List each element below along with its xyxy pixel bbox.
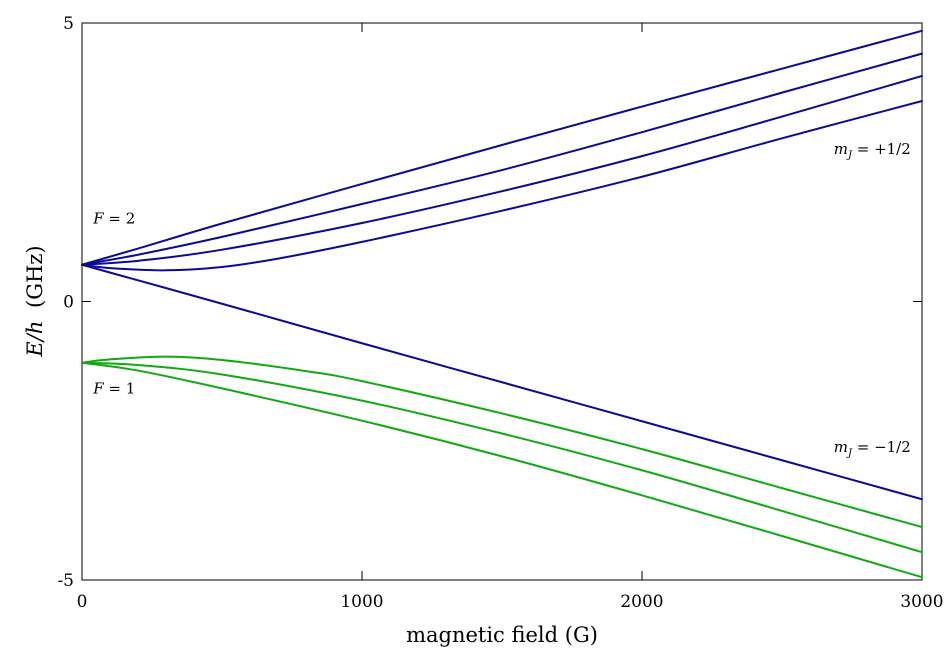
annotation-rest: = 2: [104, 210, 136, 228]
annotation-3: mJ = +1/2: [834, 140, 911, 161]
y-axis-label-unit: (GHz): [23, 245, 47, 308]
annotation-variable: m: [834, 140, 848, 158]
series-line-5: [81, 263, 923, 501]
series-line-8: [81, 361, 923, 579]
y-tick-label: -5: [57, 571, 74, 591]
annotation-4: mJ = −1/2: [834, 438, 911, 459]
series-line-1: [81, 29, 923, 266]
annotation-subscript: J: [846, 448, 853, 459]
labels: F = 2F = 1mJ = +1/2mJ = −1/2: [92, 140, 911, 459]
x-tick-label: 0: [77, 592, 88, 612]
x-tick-label: 2000: [620, 592, 663, 612]
y-axis-label-symbol: E/h: [23, 321, 47, 358]
series-line-2: [81, 52, 923, 266]
annotation-variable: m: [834, 438, 848, 456]
annotation-2: F = 1: [92, 379, 135, 397]
ticks: 0 1000 2000 3000-505: [57, 14, 943, 612]
series-line-4: [81, 99, 923, 272]
plot-frame: [81, 22, 923, 581]
y-tick-label: 5: [63, 14, 74, 34]
x-tick-label: 1000: [340, 592, 383, 612]
series-line-7: [81, 361, 923, 554]
annotation-rest: = 1: [104, 379, 136, 397]
series-line-3: [81, 74, 923, 266]
annotation-variable: F: [92, 210, 104, 228]
series-line-6: [81, 355, 923, 529]
annotation-rest: = −1/2: [852, 438, 911, 456]
x-tick-label: 3000: [900, 592, 943, 612]
y-tick-label: 0: [63, 293, 74, 313]
annotation-1: F = 2: [92, 210, 135, 228]
curves: [81, 29, 923, 579]
x-axis-label: magnetic field (G): [406, 623, 598, 647]
annotation-rest: = +1/2: [852, 140, 911, 158]
annotation-subscript: J: [846, 150, 853, 161]
annotation-variable: F: [92, 379, 104, 397]
y-axis-label: E/h (GHz): [23, 245, 47, 357]
